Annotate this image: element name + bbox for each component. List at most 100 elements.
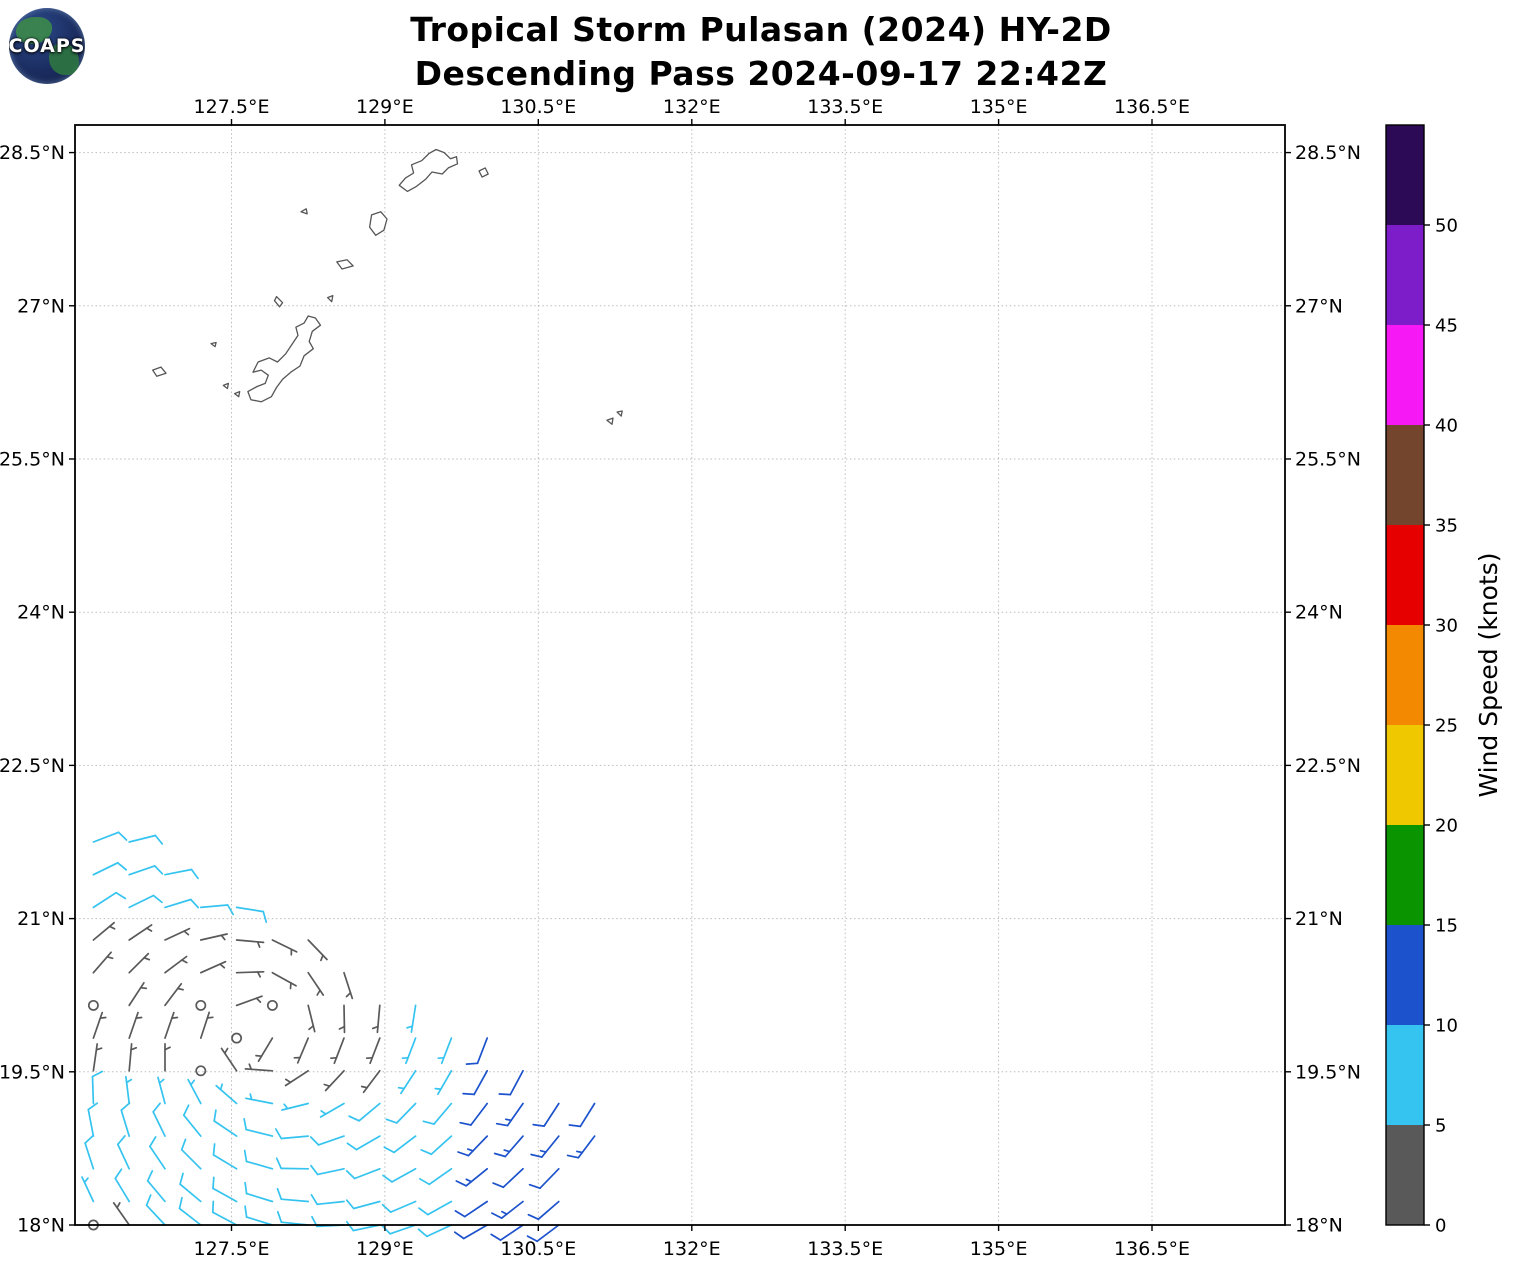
wind-barb xyxy=(530,1135,560,1158)
wind-barb xyxy=(381,1200,417,1213)
lon-label-top: 135°E xyxy=(970,96,1028,118)
wind-barb xyxy=(146,1170,166,1203)
wind-barb xyxy=(330,1037,345,1065)
lat-label-right: 19.5°N xyxy=(1295,1061,1361,1083)
logo-earth-landmass-2 xyxy=(49,43,79,75)
wind-barb xyxy=(345,1220,381,1232)
wind-barb xyxy=(128,981,148,1007)
wind-barb xyxy=(434,1069,453,1096)
wind-barb xyxy=(492,1167,524,1189)
wind-barb xyxy=(307,1004,316,1033)
wind-barb xyxy=(418,1200,453,1216)
title-line-2: Descending Pass 2024-09-17 22:42Z xyxy=(414,53,1108,93)
wind-barb xyxy=(164,955,188,974)
island-iheya xyxy=(273,295,284,308)
wind-barb xyxy=(490,1224,524,1241)
wind-barb xyxy=(345,1167,381,1180)
wind-barbs xyxy=(81,831,596,1243)
wind-barb xyxy=(382,1167,417,1183)
wind-barb xyxy=(385,1102,417,1124)
wind-barb xyxy=(491,1200,524,1219)
colorbar-segment xyxy=(1386,225,1424,325)
wind-barb xyxy=(92,1011,107,1039)
wind-barb xyxy=(235,995,263,1007)
grid-lines xyxy=(75,125,1285,1226)
island-kikai xyxy=(478,167,489,178)
wind-barb xyxy=(152,1102,166,1137)
wind-barb xyxy=(276,1210,310,1226)
logo-text: COAPS xyxy=(9,35,85,57)
colorbar-label: Wind Speed (knots) xyxy=(1474,552,1503,797)
wind-barb xyxy=(323,1069,345,1092)
wind-barb xyxy=(125,1075,133,1105)
calm-circle xyxy=(231,1032,243,1044)
wind-barb xyxy=(164,868,199,880)
wind-barb xyxy=(406,1004,417,1033)
wind-barb xyxy=(293,1037,310,1064)
lon-label-top: 127.5°E xyxy=(194,96,270,118)
lat-label-right: 27°N xyxy=(1295,295,1343,317)
wind-barb xyxy=(187,1078,202,1105)
wind-barb xyxy=(417,1224,453,1238)
wind-barb xyxy=(91,1070,104,1105)
wind-barb xyxy=(235,939,265,948)
colorbar-segment xyxy=(1386,1025,1424,1125)
wind-barb xyxy=(220,1047,238,1072)
wind-barb xyxy=(92,891,127,909)
title-line-1: Tropical Storm Pulasan (2024) HY-2D xyxy=(410,10,1112,49)
wind-barb xyxy=(215,1083,238,1105)
colorbar-segment xyxy=(1386,825,1424,925)
wind-barb xyxy=(365,1037,381,1065)
lat-label-left: 18°N xyxy=(17,1215,65,1237)
colorbar-segment xyxy=(1386,725,1424,825)
wind-barb xyxy=(92,951,114,974)
wind-barb xyxy=(274,1128,310,1140)
wind-barb xyxy=(568,1102,596,1128)
wind-barb xyxy=(310,1164,345,1176)
wind-barb xyxy=(566,1135,596,1159)
wind-barb xyxy=(128,1043,138,1072)
wind-barb xyxy=(199,960,227,974)
wind-barb xyxy=(114,1168,131,1203)
wind-barb xyxy=(371,1004,381,1034)
wind-barb xyxy=(532,1102,560,1127)
axis-tick-marks xyxy=(69,119,1291,1231)
wind-barb xyxy=(281,1102,310,1111)
wind-barb xyxy=(455,1167,489,1187)
wind-barb xyxy=(271,939,298,956)
wind-barb xyxy=(164,1011,179,1039)
island-yoron xyxy=(326,294,334,303)
colorbar-segment xyxy=(1386,525,1424,625)
island-okinawa xyxy=(247,315,322,403)
wind-barb xyxy=(164,898,200,909)
wind-barb xyxy=(437,1037,453,1065)
wind-barb xyxy=(255,1037,274,1063)
wind-barb xyxy=(87,1102,99,1137)
wind-barb xyxy=(498,1069,524,1096)
colorbar-segment xyxy=(1386,625,1424,725)
colorbar-tick-label: 10 xyxy=(1435,1016,1458,1037)
colorbar-tick-label: 30 xyxy=(1435,616,1458,637)
colorbar-segment xyxy=(1386,125,1424,225)
lon-label-bottom: 127.5°E xyxy=(194,1238,270,1260)
colorbar: 0 5 10 15 20 25 30 35 40 45 50 Wind Speed (knots) xyxy=(1385,124,1503,1237)
island-tokunoshima xyxy=(368,211,388,236)
wind-barb xyxy=(338,1004,346,1034)
lat-label-left: 24°N xyxy=(17,602,65,624)
wind-barb xyxy=(495,1102,524,1127)
colorbar-tick-label: 40 xyxy=(1435,416,1458,437)
wind-barb xyxy=(360,1069,381,1094)
lat-label-right: 24°N xyxy=(1295,602,1343,624)
calm-circle xyxy=(266,999,278,1011)
coastlines xyxy=(152,148,623,425)
wind-barb xyxy=(180,1138,202,1170)
wind-barb xyxy=(319,1102,345,1118)
lon-label-bottom: 135°E xyxy=(970,1238,1028,1260)
lon-label-top: 129°E xyxy=(356,96,414,118)
island-kitadaito xyxy=(616,410,623,417)
wind-barb xyxy=(128,865,164,876)
wind-barb xyxy=(309,1135,345,1146)
calm-circle xyxy=(87,999,99,1011)
wind-barb xyxy=(199,933,228,941)
